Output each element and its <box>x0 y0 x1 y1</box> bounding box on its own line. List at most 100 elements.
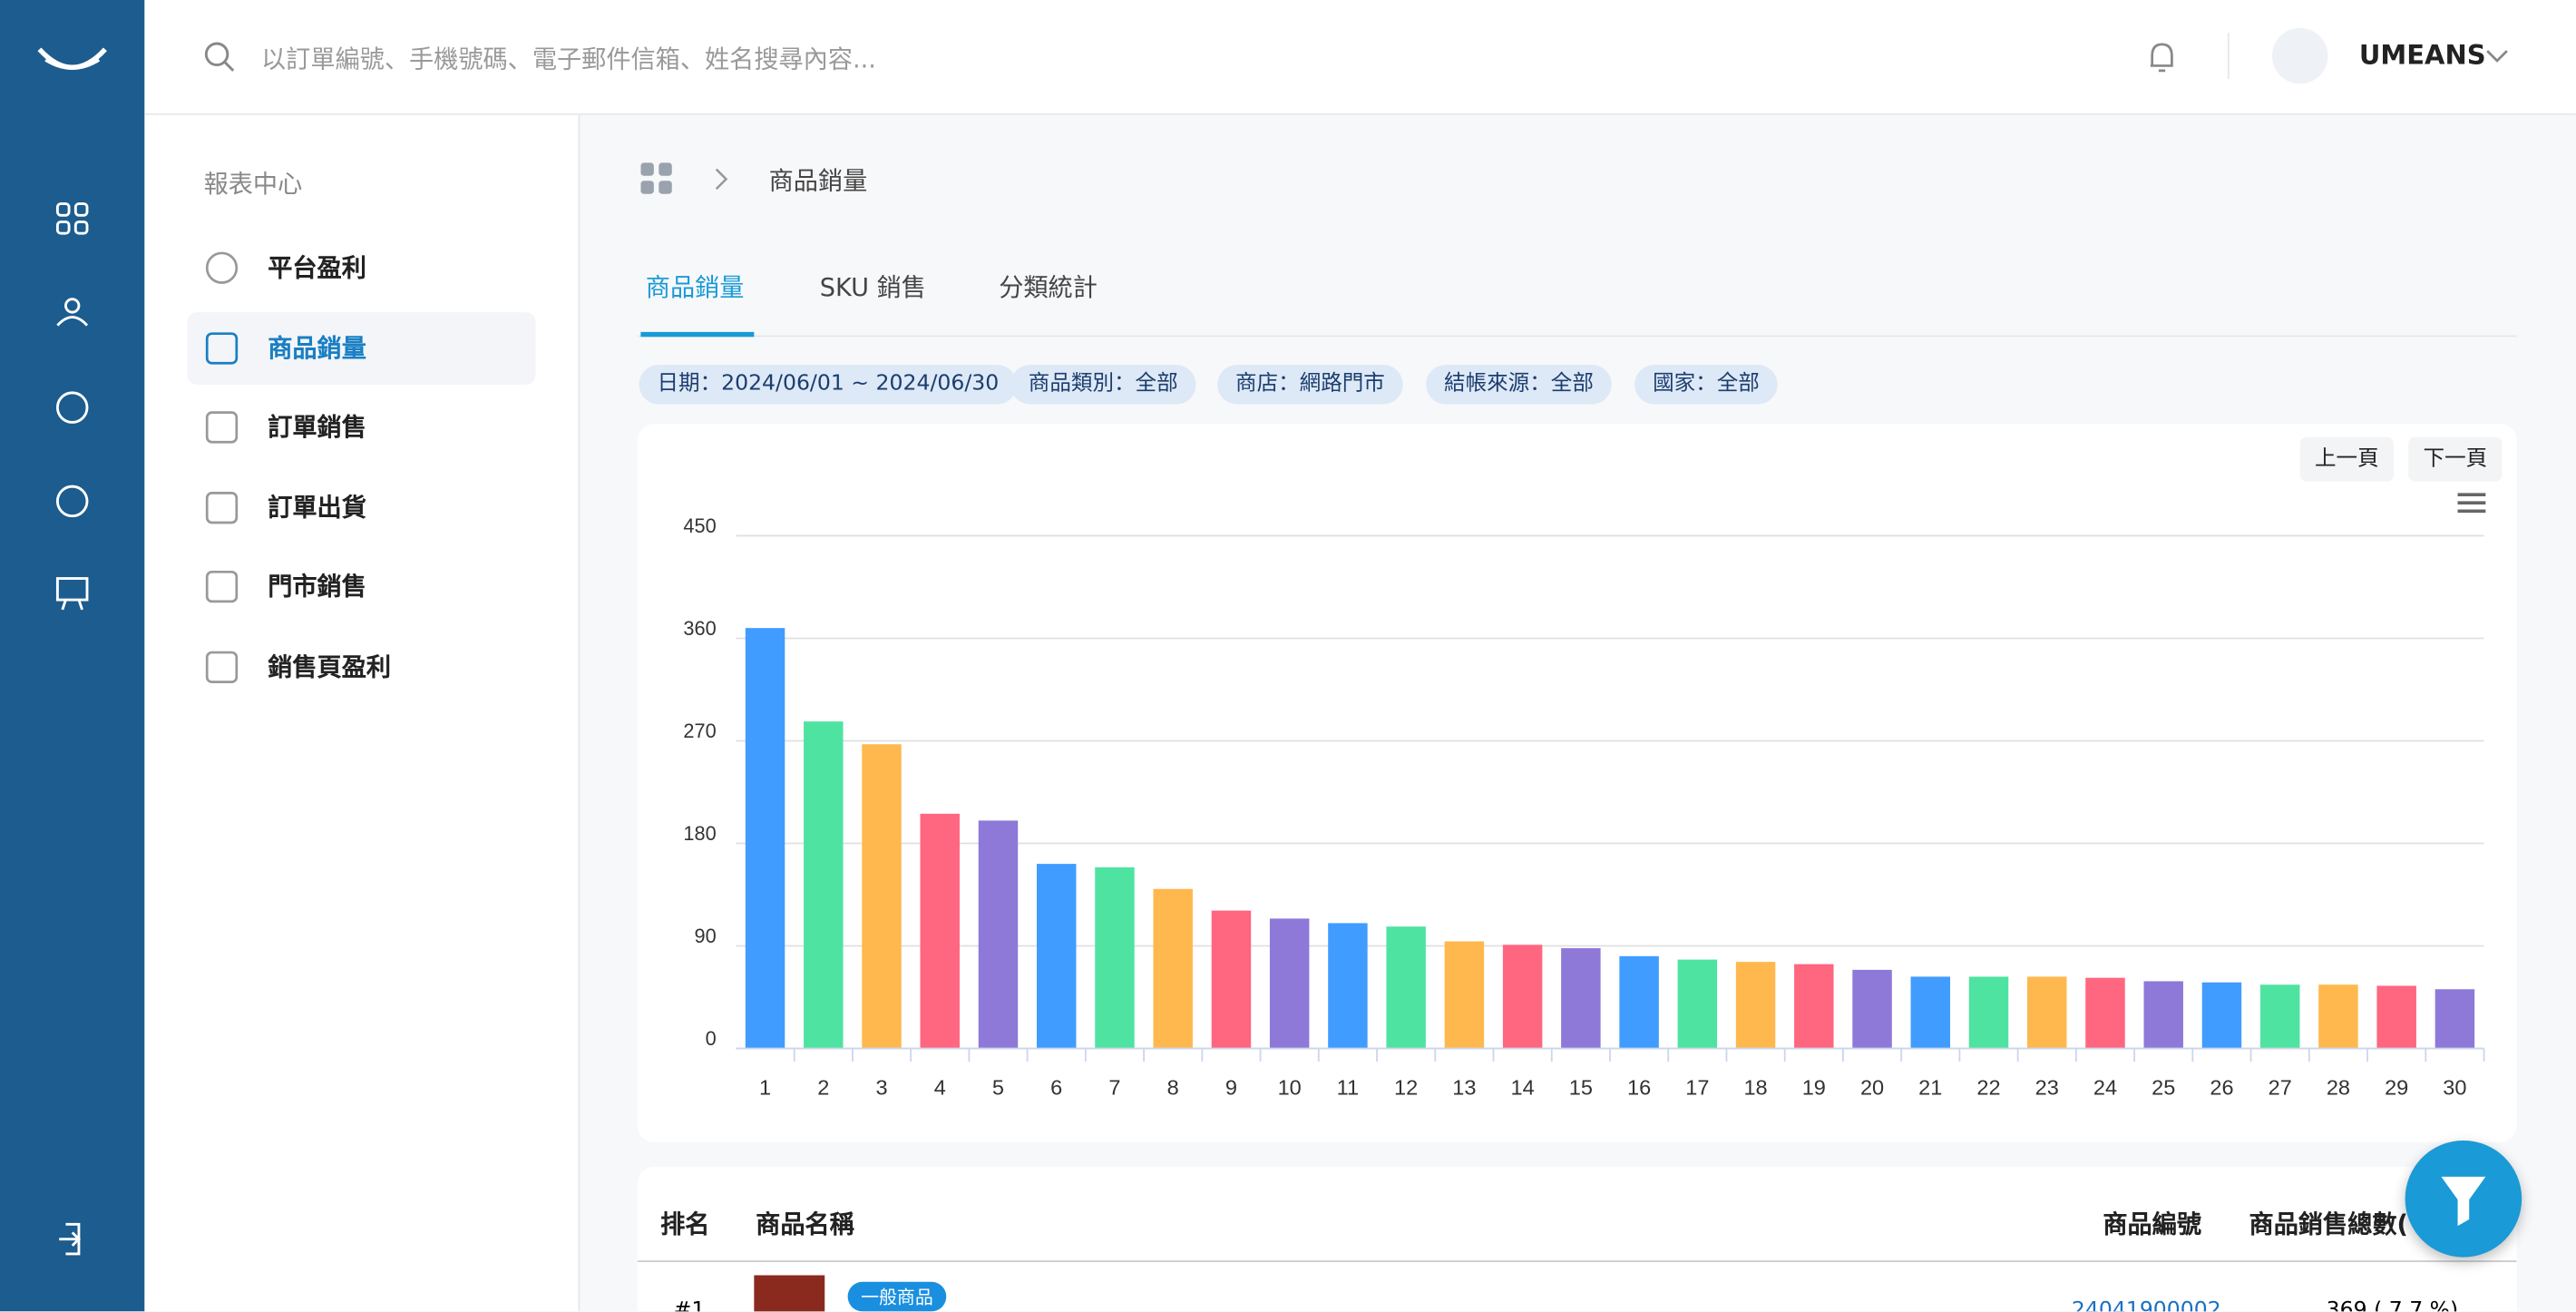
logo <box>37 47 107 70</box>
nav-icon[interactable] <box>55 202 71 217</box>
bar <box>2435 989 2475 1049</box>
x-tick-label: 28 <box>2327 1075 2350 1099</box>
menu-icon[interactable] <box>2457 493 2486 514</box>
filter-chip[interactable]: 國家：全部 <box>1634 365 1778 405</box>
menu-item[interactable]: 商品銷量 <box>187 311 536 384</box>
bar <box>1211 910 1252 1049</box>
y-tick-label: 90 <box>695 925 717 947</box>
y-tick-label: 0 <box>706 1027 717 1050</box>
x-tick-label: 19 <box>1802 1075 1826 1099</box>
menu-item[interactable]: 平台盈利 <box>187 231 535 304</box>
menu-item[interactable]: 訂單銷售 <box>187 391 535 464</box>
rank: #1 <box>673 1297 706 1312</box>
x-tick-label: 23 <box>2035 1075 2059 1099</box>
x-tick-label: 24 <box>2093 1075 2117 1099</box>
filter-chip[interactable]: 結帳來源：全部 <box>1426 365 1612 405</box>
filter-chip[interactable]: 日期：2024/06/01 ~ 2024/06/30 <box>639 365 1018 405</box>
tab[interactable]: 商品銷量 <box>645 272 745 303</box>
filter-chip[interactable]: 商品類別：全部 <box>1010 365 1196 405</box>
menu-icon <box>205 251 239 284</box>
menu-item[interactable]: 訂單出貨 <box>187 471 535 543</box>
y-tick-label: 360 <box>683 617 716 640</box>
x-tick-label: 12 <box>1394 1075 1418 1099</box>
bar <box>804 721 844 1049</box>
breadcrumb: 商品銷量 <box>768 165 868 196</box>
nav-icon[interactable] <box>63 298 81 314</box>
bar <box>1386 926 1426 1049</box>
x-tick-label: 27 <box>2269 1075 2292 1099</box>
x-tick-label: 15 <box>1569 1075 1593 1099</box>
menu-item[interactable]: 銷售頁盈利 <box>187 631 535 703</box>
table-header: 商品編號 <box>2103 1209 2202 1239</box>
sales-total: 369 ( 7.7 %) <box>2326 1297 2459 1312</box>
bar <box>1328 923 1368 1049</box>
bar <box>1677 959 1718 1049</box>
x-tick-label: 22 <box>1976 1075 2000 1099</box>
home-icon[interactable] <box>640 162 673 195</box>
x-tick-label: 14 <box>1511 1075 1535 1099</box>
bar <box>1153 888 1193 1049</box>
bar <box>1852 969 1892 1049</box>
bar <box>978 820 1019 1049</box>
x-tick-label: 7 <box>1108 1075 1120 1099</box>
y-tick-label: 180 <box>683 822 716 845</box>
x-tick-label: 30 <box>2443 1075 2466 1099</box>
x-tick-label: 18 <box>1743 1075 1767 1099</box>
bar <box>1036 864 1077 1049</box>
breadcrumb-sep <box>715 168 728 191</box>
x-tick-label: 1 <box>759 1075 771 1099</box>
nav-icon[interactable] <box>55 485 89 518</box>
x-tick-label: 4 <box>934 1075 946 1099</box>
table: 排名 商品名稱 商品編號 商品銷售總數(#1 一般商品 24041900002 369 ( … <box>637 1166 2517 1312</box>
topbar: 以訂單編號、手機號碼、電子郵件信箱、姓名搜尋內容... UMEANS <box>144 0 2576 115</box>
menu-icon <box>205 491 239 524</box>
filter-button[interactable] <box>2405 1140 2522 1258</box>
sidebar-icons <box>37 47 107 1256</box>
avatar[interactable] <box>2271 27 2328 84</box>
bell-icon[interactable] <box>2142 38 2181 77</box>
x-tick-label: 16 <box>1627 1075 1651 1099</box>
bar <box>920 813 960 1049</box>
menu-icon <box>205 570 239 603</box>
filter-chip[interactable]: 商店：網路門市 <box>1217 365 1403 405</box>
sidebar <box>0 0 145 1312</box>
bar <box>1735 962 1776 1049</box>
dropdown-icon[interactable] <box>2484 46 2511 66</box>
report-menu: 報表中心 平台盈利 商品銷量 訂單銷售 訂單出貨 門市銷售 銷售頁盈利 <box>144 114 581 1312</box>
tab[interactable]: 分類統計 <box>999 272 1098 303</box>
pager-button[interactable]: 上一頁 <box>2299 436 2394 482</box>
x-tick-label: 25 <box>2152 1075 2175 1099</box>
bar <box>2201 982 2242 1049</box>
bar <box>2259 984 2300 1049</box>
x-tick-label: 26 <box>2210 1075 2233 1099</box>
tab[interactable]: SKU 銷售 <box>819 272 926 303</box>
bar <box>1561 948 1601 1049</box>
pager-button[interactable]: 下一頁 <box>2408 436 2503 482</box>
logout-icon[interactable] <box>59 1222 81 1256</box>
x-tick-label: 17 <box>1685 1075 1709 1099</box>
product-code[interactable]: 24041900002 <box>2071 1297 2221 1312</box>
table-header: 商品名稱 <box>756 1209 854 1239</box>
x-tick-label: 3 <box>875 1075 887 1099</box>
bar <box>1095 867 1135 1049</box>
product-tag: 一般商品 <box>847 1281 947 1312</box>
x-tick-label: 6 <box>1050 1075 1062 1099</box>
bar <box>862 744 902 1049</box>
nav-icon[interactable] <box>55 391 89 424</box>
tab-indicator <box>640 331 755 338</box>
bar <box>2027 976 2067 1049</box>
menu-item[interactable]: 門市銷售 <box>187 551 535 623</box>
x-tick-label: 10 <box>1278 1075 1302 1099</box>
bar <box>1444 941 1485 1049</box>
x-tick-label: 20 <box>1860 1075 1884 1099</box>
x-tick-label: 21 <box>1918 1075 1942 1099</box>
bar <box>745 628 785 1049</box>
bar <box>2143 981 2183 1049</box>
bar <box>1269 918 1310 1049</box>
user-name[interactable]: UMEANS <box>2358 39 2486 71</box>
bar <box>1794 964 1834 1049</box>
search-input[interactable]: 以訂單編號、手機號碼、電子郵件信箱、姓名搜尋內容... <box>260 44 876 74</box>
nav-icon[interactable] <box>55 577 89 602</box>
